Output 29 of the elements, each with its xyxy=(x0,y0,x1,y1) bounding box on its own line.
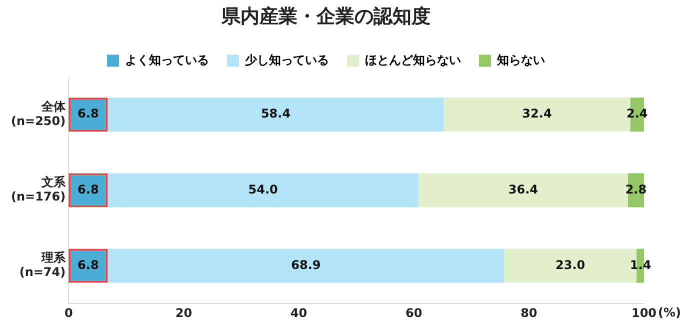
bar xyxy=(418,173,628,208)
data-label: 6.8 xyxy=(78,258,99,272)
x-tick-label: 100 xyxy=(631,306,657,320)
data-label: 6.8 xyxy=(78,106,99,121)
legend-label: ほとんど知らない xyxy=(365,52,461,67)
legend-label: 少し知っている xyxy=(244,52,329,67)
data-label: 36.4 xyxy=(508,182,538,196)
x-axis-title: (%) xyxy=(658,306,680,320)
data-label: 54.0 xyxy=(248,182,278,196)
y-tick-label: 全体 (n=250) xyxy=(10,100,67,128)
data-label: 58.4 xyxy=(260,106,291,121)
x-tick-label: 80 xyxy=(520,306,538,320)
x-tick-label: 40 xyxy=(290,306,308,320)
bar xyxy=(108,173,418,208)
x-tick-label: 60 xyxy=(405,306,422,320)
data-label: 6.8 xyxy=(78,182,99,196)
y-tick-label: 文系 (n=176) xyxy=(10,175,67,204)
y-tick-label: 理系 (n=74) xyxy=(19,250,67,280)
bar xyxy=(108,248,504,283)
data-label: 1.4 xyxy=(630,258,652,272)
data-label: 32.4 xyxy=(522,106,552,121)
bar xyxy=(108,98,444,132)
x-tick-label: 20 xyxy=(175,306,192,320)
legend-label: よく知っている xyxy=(125,52,209,67)
legend-label: 知らない xyxy=(496,52,545,67)
chart-title: 県内産業・企業の認知度 xyxy=(220,5,430,28)
data-label: 68.9 xyxy=(291,258,321,272)
x-tick-label: 0 xyxy=(64,306,73,320)
data-label: 23.0 xyxy=(556,258,586,272)
